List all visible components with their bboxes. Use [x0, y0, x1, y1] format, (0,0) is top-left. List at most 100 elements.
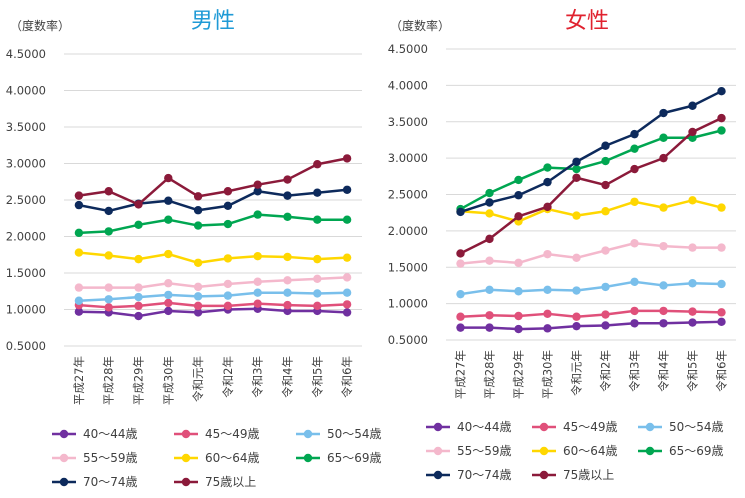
data-point [223, 219, 233, 229]
legend-item: 65～69歳 [638, 444, 724, 458]
data-point [283, 252, 292, 262]
series-3 [74, 273, 352, 292]
legend-marker [539, 470, 549, 480]
legend-marker [181, 429, 191, 439]
legend-marker [59, 429, 69, 439]
y-tick-label: 1.0000 [6, 303, 46, 317]
x-tick-label: 令和4年 [281, 356, 295, 398]
data-point [717, 113, 726, 123]
data-point [485, 311, 494, 320]
data-point [134, 283, 143, 292]
chart-title: 女性 [565, 9, 609, 34]
legend-marker [181, 453, 191, 463]
x-tick-label: 平成29年 [512, 350, 526, 399]
series-line [78, 213, 348, 235]
y-tick-label: 1.0000 [388, 297, 428, 311]
data-point [601, 180, 610, 190]
legend-marker [59, 477, 69, 487]
legend-item: 70～74歳 [52, 475, 138, 489]
series-7 [74, 154, 352, 209]
legend-marker [539, 446, 549, 456]
data-point [601, 321, 610, 330]
series-5 [74, 210, 352, 238]
data-point [283, 212, 292, 221]
data-point [630, 306, 639, 316]
data-point [601, 207, 610, 216]
data-point [223, 279, 233, 289]
y-tick-label: 4.5000 [6, 47, 46, 61]
data-point [717, 243, 726, 252]
legend-label: 50～54歳 [669, 420, 724, 434]
data-point [193, 282, 203, 292]
data-point [253, 277, 262, 286]
legend-marker [59, 453, 69, 463]
legend-marker [303, 453, 313, 463]
legend: 40～44歳 45～49歳 50～54歳 55～59歳 60～64歳 65～69歳 70～7… [52, 427, 382, 489]
series-line [460, 90, 723, 214]
data-point [688, 307, 697, 316]
x-tick-label: 令和4年 [657, 350, 671, 392]
data-point [164, 215, 173, 224]
data-point [688, 243, 697, 252]
series-2 [456, 277, 726, 299]
data-point [313, 254, 322, 264]
series-6 [456, 86, 726, 217]
data-point [104, 206, 113, 216]
data-point [342, 308, 352, 317]
data-point [313, 274, 322, 284]
series-line [78, 251, 348, 265]
legend-item: 70～74歳 [426, 468, 512, 482]
data-point [601, 246, 610, 255]
data-point [164, 279, 173, 288]
legend-label: 70～74歳 [83, 475, 138, 489]
series-line [460, 320, 722, 331]
data-point [223, 301, 233, 311]
series-line [78, 301, 348, 309]
series-line [78, 307, 348, 318]
legend-marker [303, 429, 313, 439]
legend-item: 55～59歳 [426, 444, 512, 458]
data-point [253, 187, 262, 196]
data-point [601, 141, 610, 150]
data-point [134, 311, 143, 321]
data-point [572, 286, 581, 295]
data-point [572, 312, 581, 321]
legend-label: 65～69歳 [669, 444, 724, 458]
data-point [659, 203, 668, 212]
legend: 40～44歳 45～49歳 50～54歳 55～59歳 60～64歳 65～69歳 70～7… [426, 420, 724, 482]
data-point [485, 285, 494, 295]
series-line [460, 241, 722, 265]
legend-item: 60～64歳 [174, 451, 260, 465]
data-point [342, 185, 352, 194]
data-point [193, 301, 203, 311]
x-tick-label: 令和3年 [628, 350, 642, 392]
data-point [688, 318, 697, 327]
data-point [543, 163, 552, 172]
y-axis-label: （度数率） [10, 18, 70, 33]
data-point [193, 258, 203, 267]
data-point [223, 254, 233, 263]
y-tick-label: 3.0000 [388, 151, 428, 165]
x-tick-label: 令和5年 [310, 356, 324, 398]
data-point [659, 133, 668, 142]
data-point [630, 129, 639, 139]
legend-item: 40～44歳 [426, 420, 512, 434]
data-point [659, 108, 668, 118]
data-point [342, 253, 352, 262]
data-point [283, 306, 292, 316]
y-tick-label: 2.5000 [6, 193, 46, 207]
legend-item: 75歳以上 [174, 475, 256, 489]
data-point [659, 241, 668, 251]
data-point [485, 188, 494, 198]
data-point [223, 291, 233, 300]
data-point [74, 248, 84, 257]
x-tick-label: 令和3年 [251, 356, 265, 398]
data-point [456, 289, 465, 299]
y-tick-label: 2.0000 [388, 224, 428, 238]
data-point [313, 160, 322, 169]
series-0 [456, 317, 726, 334]
legend-label: 65～69歳 [327, 451, 382, 465]
legend-label: 75歳以上 [563, 468, 614, 482]
